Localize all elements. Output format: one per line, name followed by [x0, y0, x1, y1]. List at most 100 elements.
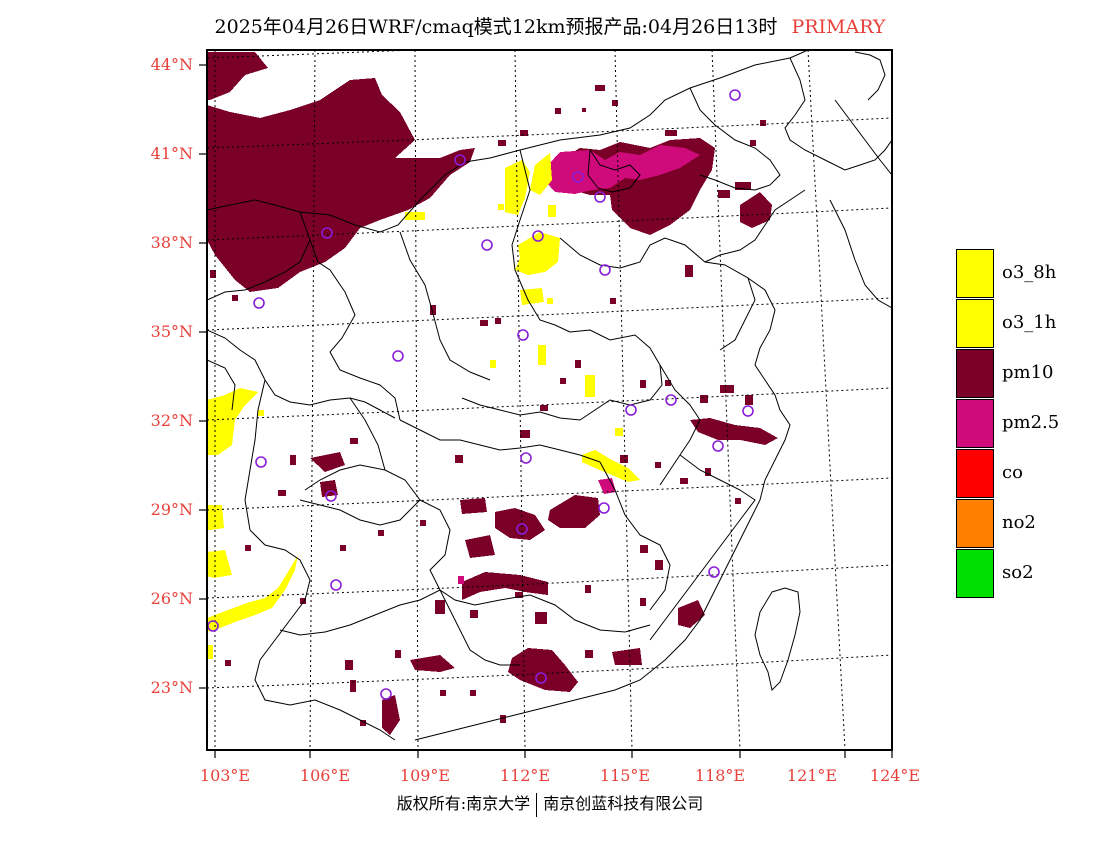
- legend-item-pm2-5: pm2.5: [956, 399, 1096, 449]
- pm10-region-hunan-mid: [465, 535, 495, 558]
- pm10-region-hubei: [548, 495, 600, 528]
- pm25-pixel-guangxi: [458, 576, 464, 584]
- coastline-northeast: [784, 57, 892, 171]
- boundary-zhejiang-fujian: [649, 454, 756, 641]
- legend-label: pm2.5: [1002, 412, 1060, 433]
- station-marker: [325, 490, 337, 502]
- boundary-liaoning: [689, 87, 781, 191]
- boundary-sichuan: [207, 329, 396, 419]
- station-marker: [594, 191, 606, 203]
- o3-region-yunnan-band: [207, 555, 298, 632]
- pm10-region-sichuan: [320, 480, 338, 497]
- legend-label: pm10: [1002, 362, 1054, 383]
- station-marker: [330, 579, 342, 591]
- legend-label: so2: [1002, 562, 1034, 583]
- pm10-region-gx-west: [382, 695, 400, 735]
- legend-item-o3-1h: o3_1h: [956, 299, 1096, 349]
- legend-label: co: [1002, 462, 1023, 483]
- station-marker: [665, 394, 677, 406]
- boundary-yunnan: [249, 529, 396, 741]
- station-marker: [708, 566, 720, 578]
- o3-region-hebei-north: [505, 160, 530, 215]
- boundary-shanxi: [399, 231, 491, 381]
- boundary-beijing: [587, 148, 641, 193]
- title-text: 2025年04月26日WRF/cmaq模式12km预报产品:04月26日13时: [214, 16, 778, 38]
- station-marker: [255, 456, 267, 468]
- lon-label: 109°E: [400, 766, 450, 785]
- station-marker: [481, 239, 493, 251]
- boundary-shanxi-east: [511, 149, 571, 333]
- legend-label: o3_1h: [1002, 312, 1057, 333]
- pollutant-legend: o3_8h o3_1h pm10 pm2.5 co no2 so2: [956, 249, 1096, 599]
- copyright-owner: 版权所有:南京大学: [396, 794, 531, 813]
- lat-label: 38°N: [151, 233, 193, 252]
- station-marker: [599, 264, 611, 276]
- legend-item-no2: no2: [956, 499, 1096, 549]
- lat-label: 26°N: [151, 589, 193, 608]
- boundary-henan: [461, 329, 663, 421]
- station-marker: [729, 89, 741, 101]
- map-frame: [206, 49, 893, 751]
- legend-item-so2: so2: [956, 549, 1096, 599]
- graticule: [207, 50, 892, 750]
- pm10-region-chongqing: [310, 452, 345, 472]
- o3-region-yunnan-west: [207, 550, 232, 578]
- primary-pollutant-label: PRIMARY: [791, 16, 886, 38]
- station-marker: [517, 329, 529, 341]
- lat-label: 23°N: [151, 678, 193, 697]
- boundary-lines: [207, 50, 892, 741]
- o3-region-inner-mongolia: [530, 153, 552, 195]
- lat-label: 29°N: [151, 500, 193, 519]
- station-marker: [520, 452, 532, 464]
- o3-region-henan: [520, 288, 544, 305]
- copyright-company: 南京创蓝科技有限公司: [543, 794, 704, 813]
- station-marker: [392, 350, 404, 362]
- pm25-region-beijing: [546, 145, 700, 194]
- boundary-hebei-shandong: [559, 237, 756, 351]
- pm10-region-northwest: [207, 78, 475, 292]
- lat-label: 44°N: [151, 55, 193, 74]
- map-title: 2025年04月26日WRF/cmaq模式12km预报产品:04月26日13时 P…: [0, 12, 1100, 39]
- boundary-jiangxi: [599, 461, 671, 611]
- boundary-korea-north: [854, 51, 886, 101]
- station-marker: [742, 405, 754, 417]
- pm10-region-guangxi: [410, 655, 455, 672]
- legend-label: no2: [1002, 512, 1036, 533]
- legend-swatch: [956, 449, 994, 498]
- boundary-chongqing: [349, 397, 386, 471]
- lat-label: 41°N: [151, 144, 193, 163]
- lon-label: 118°E: [695, 766, 745, 785]
- island-taiwan: [754, 587, 801, 691]
- pm10-region-gd-east: [612, 648, 642, 665]
- lon-label: 115°E: [600, 766, 650, 785]
- pm10-region-north-corner: [207, 52, 268, 100]
- station-marker: [625, 404, 637, 416]
- station-marker: [380, 688, 392, 700]
- station-marker: [321, 227, 333, 239]
- station-marker: [253, 297, 265, 309]
- pm10-region-anhui: [460, 498, 487, 514]
- pm10-region-hunan-south: [462, 572, 548, 600]
- station-markers: [207, 89, 754, 700]
- lon-label: 103°E: [200, 766, 250, 785]
- boundary-hubei: [399, 419, 601, 463]
- boundary-ningxia-shaanxi: [299, 211, 401, 421]
- boundary-guangxi: [279, 589, 520, 666]
- o3-region-anhui-band: [582, 450, 640, 482]
- pm10-scatter: [210, 85, 766, 726]
- legend-swatch: [956, 549, 994, 598]
- pm10-region-fujian: [678, 600, 705, 628]
- station-marker: [572, 171, 584, 183]
- legend-swatch: [956, 399, 994, 448]
- legend-item-o3-8h: o3_8h: [956, 249, 1096, 299]
- lat-label: 32°N: [151, 411, 193, 430]
- boundary-korea: [829, 99, 892, 309]
- legend-swatch: [956, 499, 994, 548]
- pm10-region-guangdong: [508, 648, 578, 692]
- station-marker: [712, 440, 724, 452]
- lon-label: 106°E: [300, 766, 350, 785]
- legend-label: o3_8h: [1002, 262, 1057, 283]
- tick-marks: [199, 64, 893, 758]
- o3-region-hebei: [515, 232, 560, 275]
- boundary-sichuan-south: [244, 379, 266, 531]
